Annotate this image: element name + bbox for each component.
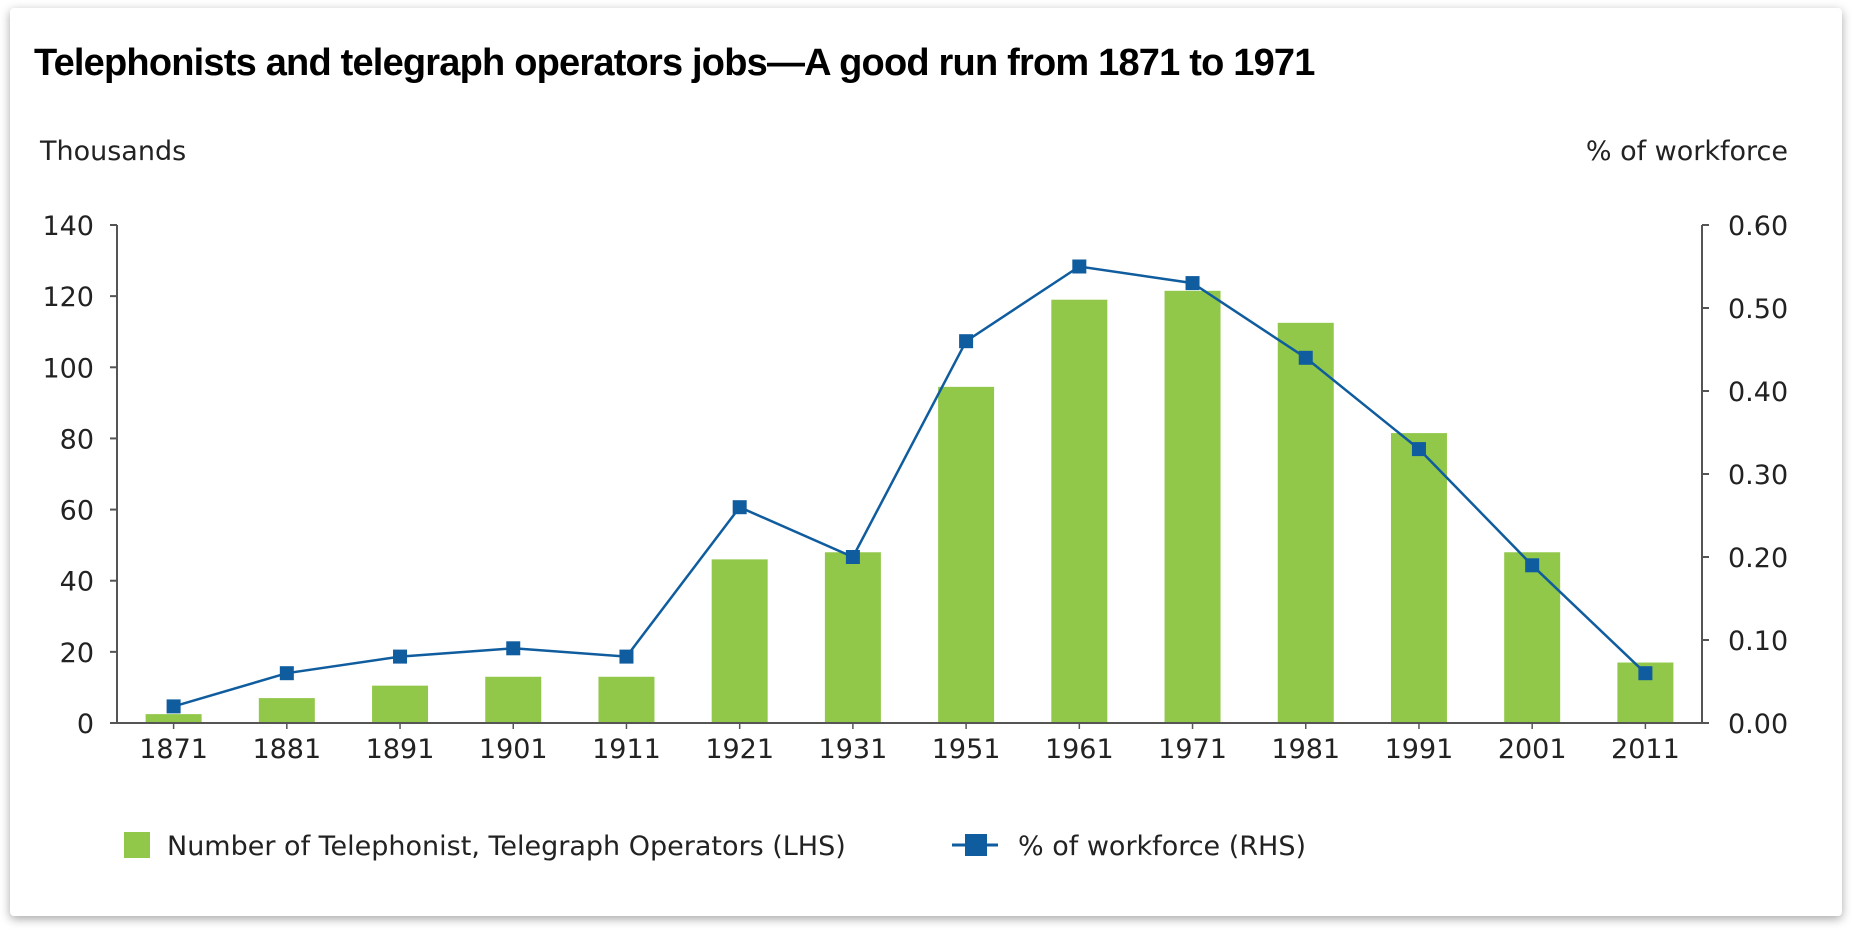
right-tick-label: 0.10 bbox=[1728, 626, 1788, 657]
line-point bbox=[1072, 259, 1087, 274]
line-point bbox=[959, 334, 974, 349]
legend-line-label: % of workforce (RHS) bbox=[1018, 831, 1306, 862]
legend-bar-label: Number of Telephonist, Telegraph Operato… bbox=[167, 831, 846, 862]
legend-line-marker bbox=[965, 834, 987, 856]
line-point bbox=[166, 699, 181, 714]
left-tick-label: 0 bbox=[77, 709, 94, 740]
right-axis-label: % of workforce bbox=[1586, 136, 1788, 167]
x-tick-label: 1901 bbox=[479, 734, 548, 765]
right-tick-label: 0.00 bbox=[1728, 709, 1788, 740]
bar-series bbox=[145, 290, 1674, 723]
bar bbox=[1164, 290, 1221, 723]
x-tick-label: 1911 bbox=[592, 734, 661, 765]
bar bbox=[711, 559, 768, 723]
bar bbox=[258, 698, 315, 723]
right-tick-label: 0.30 bbox=[1728, 460, 1788, 491]
line-point bbox=[1638, 666, 1653, 681]
left-tick-label: 60 bbox=[60, 496, 94, 527]
bar bbox=[485, 676, 542, 723]
right-tick-label: 0.20 bbox=[1728, 543, 1788, 574]
line-point bbox=[1525, 558, 1540, 573]
x-tick-label: 1971 bbox=[1158, 734, 1227, 765]
line-point bbox=[393, 649, 408, 664]
left-tick-label: 100 bbox=[42, 353, 94, 384]
x-tick-label: 1981 bbox=[1271, 734, 1340, 765]
x-tick-label: 1891 bbox=[366, 734, 435, 765]
bar bbox=[372, 685, 429, 723]
chart-card bbox=[10, 8, 1842, 916]
x-tick-label: 1881 bbox=[252, 734, 321, 765]
line-point bbox=[732, 500, 747, 515]
chart-title: Telephonists and telegraph operators job… bbox=[34, 42, 1315, 84]
line-point bbox=[845, 550, 860, 564]
left-tick-label: 40 bbox=[60, 567, 94, 598]
legend: Number of Telephonist, Telegraph Operato… bbox=[124, 831, 1306, 862]
line-point bbox=[1298, 350, 1313, 365]
line-point bbox=[1411, 442, 1426, 457]
right-tick-label: 0.60 bbox=[1728, 211, 1788, 242]
line-point bbox=[1185, 276, 1200, 291]
bar bbox=[598, 676, 655, 723]
x-tick-label: 1871 bbox=[139, 734, 208, 765]
bar bbox=[145, 714, 202, 723]
left-axis-label: Thousands bbox=[39, 136, 186, 167]
x-tick-label: 1921 bbox=[705, 734, 774, 765]
legend-bar-swatch bbox=[124, 832, 150, 858]
x-tick-label: 1951 bbox=[932, 734, 1001, 765]
bar bbox=[1051, 299, 1108, 723]
x-tick-label: 1931 bbox=[819, 734, 888, 765]
left-tick-label: 20 bbox=[60, 638, 94, 669]
axes: 0 20 40 60 80 100 120 140 0.00 0.10 0.20 0.30 0.40 0.… bbox=[42, 211, 1788, 765]
right-tick-label: 0.40 bbox=[1728, 377, 1788, 408]
left-tick-label: 80 bbox=[60, 424, 94, 455]
line-path bbox=[173, 265, 1647, 708]
bar bbox=[824, 552, 881, 723]
x-tick-label: 2011 bbox=[1611, 734, 1680, 765]
right-tick-label: 0.50 bbox=[1728, 294, 1788, 325]
line-point bbox=[619, 649, 634, 664]
x-tick-label: 2001 bbox=[1498, 734, 1567, 765]
bar bbox=[938, 386, 995, 723]
left-tick-label: 140 bbox=[42, 211, 94, 242]
x-tick-label: 1991 bbox=[1385, 734, 1454, 765]
bar bbox=[1504, 552, 1561, 723]
bar bbox=[1390, 433, 1447, 723]
line-point bbox=[506, 641, 521, 656]
bar bbox=[1277, 322, 1334, 723]
line-series bbox=[166, 259, 1653, 714]
line-point bbox=[279, 666, 294, 681]
left-tick-label: 120 bbox=[42, 282, 94, 313]
x-tick-label: 1961 bbox=[1045, 734, 1114, 765]
